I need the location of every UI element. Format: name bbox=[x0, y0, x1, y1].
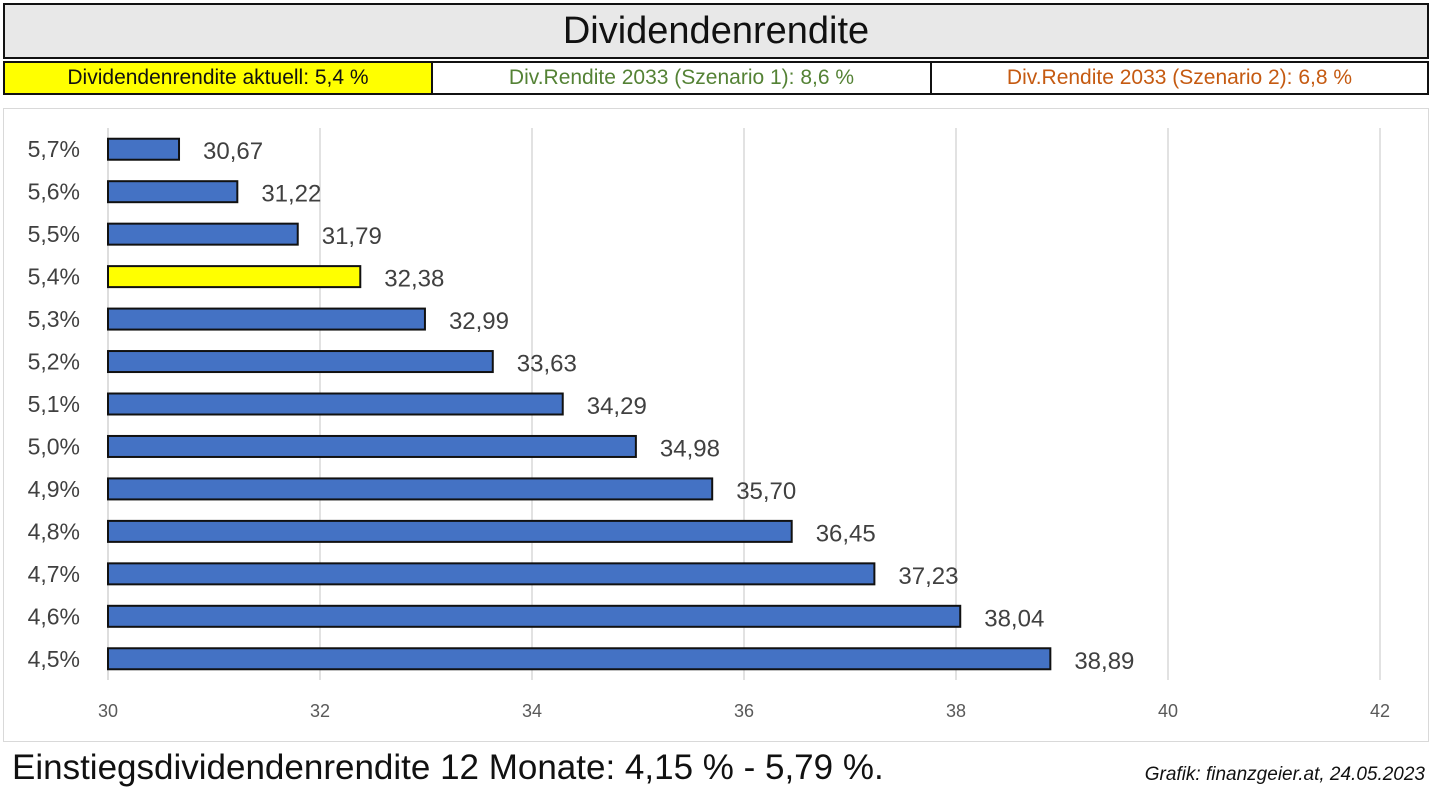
bar bbox=[107, 307, 426, 331]
bar bbox=[107, 350, 494, 374]
scenario1-yield-label: Div.Rendite 2033 (Szenario 1): 8,6 % bbox=[433, 63, 932, 93]
x-tick-label: 42 bbox=[1370, 701, 1390, 721]
scenario2-yield-label: Div.Rendite 2033 (Szenario 2): 6,8 % bbox=[932, 63, 1427, 93]
bar-value-label: 34,29 bbox=[587, 393, 647, 420]
info-row: Dividendenrendite aktuell: 5,4 % Div.Ren… bbox=[3, 61, 1429, 95]
y-category-label: 5,5% bbox=[28, 221, 80, 247]
bar-highlighted bbox=[107, 265, 362, 289]
y-category-label: 4,6% bbox=[28, 603, 80, 629]
x-tick-label: 38 bbox=[946, 701, 966, 721]
y-category-label: 4,7% bbox=[28, 561, 80, 587]
y-category-label: 5,7% bbox=[28, 136, 80, 162]
source-credit: Grafik: finanzgeier.at, 24.05.2023 bbox=[1144, 764, 1425, 785]
bar bbox=[107, 392, 564, 416]
bar-value-label: 31,22 bbox=[261, 181, 321, 208]
x-tick-label: 30 bbox=[98, 701, 118, 721]
y-category-label: 5,6% bbox=[28, 179, 80, 205]
y-category-label: 4,9% bbox=[28, 476, 80, 502]
y-category-label: 5,4% bbox=[28, 264, 80, 290]
bar-value-label: 37,23 bbox=[898, 563, 958, 590]
current-yield-label: Dividendenrendite aktuell: 5,4 % bbox=[5, 63, 433, 93]
bar-value-label: 31,79 bbox=[322, 223, 382, 250]
y-category-label: 5,2% bbox=[28, 349, 80, 375]
bar bbox=[107, 647, 1052, 671]
y-category-label: 5,0% bbox=[28, 433, 80, 459]
bar-value-label: 33,63 bbox=[517, 351, 577, 378]
x-tick-label: 40 bbox=[1158, 701, 1178, 721]
bar-value-label: 38,89 bbox=[1074, 648, 1134, 675]
bar bbox=[107, 222, 299, 246]
chart-title: Dividendenrendite bbox=[3, 3, 1429, 59]
bar bbox=[107, 434, 637, 458]
bar-value-label: 32,38 bbox=[384, 266, 444, 293]
bar-value-label: 30,67 bbox=[203, 138, 263, 165]
bar-value-label: 35,70 bbox=[736, 478, 796, 505]
bar bbox=[107, 477, 714, 501]
y-category-label: 4,5% bbox=[28, 646, 80, 672]
bar bbox=[107, 180, 239, 204]
bar bbox=[107, 604, 962, 628]
chart-area bbox=[3, 108, 1429, 742]
bar bbox=[107, 137, 181, 161]
bar bbox=[107, 562, 876, 586]
bar-value-label: 36,45 bbox=[816, 520, 876, 547]
x-tick-label: 34 bbox=[522, 701, 542, 721]
y-category-label: 4,8% bbox=[28, 518, 80, 544]
y-category-label: 5,1% bbox=[28, 391, 80, 417]
bar-value-label: 34,98 bbox=[660, 435, 720, 462]
bar bbox=[107, 519, 793, 543]
bar-value-label: 38,04 bbox=[984, 605, 1044, 632]
x-tick-label: 36 bbox=[734, 701, 754, 721]
y-category-label: 5,3% bbox=[28, 306, 80, 332]
x-tick-label: 32 bbox=[310, 701, 330, 721]
entry-yield-summary: Einstiegsdividendenrendite 12 Monate: 4,… bbox=[12, 748, 884, 787]
bar-value-label: 32,99 bbox=[449, 308, 509, 335]
